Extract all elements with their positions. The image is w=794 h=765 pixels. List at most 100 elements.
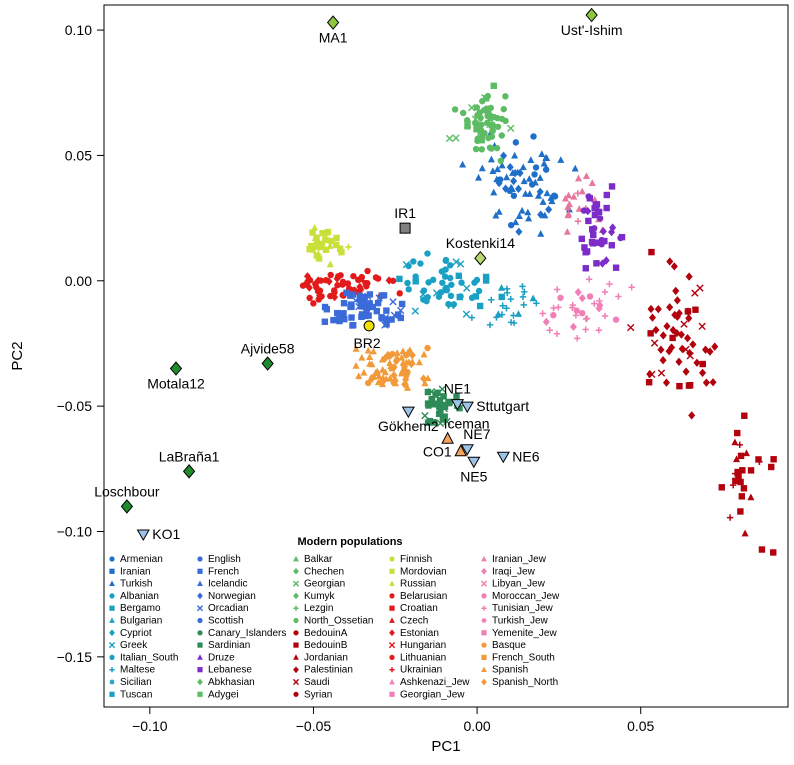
modern-point-1-30 [464, 123, 471, 130]
legend-label-3-8: Lithuanian [400, 652, 446, 663]
modern-point-10-17 [379, 315, 386, 322]
modern-point-4-55 [684, 307, 692, 316]
modern-point-0-62 [495, 208, 503, 215]
legend-label-1-7: Sardinian [208, 640, 250, 651]
modern-point-12-42 [364, 379, 372, 387]
ancient-point-1 [585, 7, 598, 23]
legend-label-3-2: Russian [400, 579, 436, 590]
ancient-label-0: MA1 [319, 30, 348, 46]
ancient-point-3 [474, 250, 487, 266]
modern-point-12-61 [369, 373, 378, 380]
modern-point-4-21 [692, 306, 699, 313]
ancient-label-3: Kostenki14 [446, 235, 515, 251]
modern-point-0-52 [519, 163, 527, 171]
y-tick-label-0: 0.10 [65, 22, 92, 38]
modern-point-0-25 [511, 151, 519, 159]
modern-point-2-11 [564, 203, 572, 211]
modern-point-4-20 [675, 357, 683, 366]
modern-point-13-10 [456, 404, 463, 412]
modern-point-1-50 [476, 109, 483, 116]
ancient-point-12 [460, 401, 474, 414]
modern-point-6-11 [550, 304, 557, 312]
legend-marker-3-7 [388, 642, 396, 649]
legend-label-3-11: Georgian_Jew [400, 689, 465, 700]
modern-point-5-18 [731, 470, 739, 477]
modern-point-6-21 [596, 301, 604, 310]
modern-point-3-20 [603, 191, 610, 199]
modern-point-1-42 [490, 82, 497, 90]
modern-point-7-47 [473, 276, 481, 284]
modern-point-11-16 [338, 248, 345, 256]
modern-point-4-59 [659, 356, 667, 365]
modern-point-12-37 [381, 368, 389, 376]
modern-point-3-4 [581, 244, 588, 251]
modern-point-7-50 [443, 284, 450, 291]
modern-point-5-27 [741, 529, 749, 537]
legend-label-2-0: Balkar [304, 554, 333, 565]
modern-point-10-47 [321, 318, 329, 325]
modern-point-10-46 [380, 292, 388, 299]
modern-point-2-10 [588, 179, 596, 186]
modern-point-12-57 [390, 371, 398, 380]
legend-label-4-3: Moroccan_Jew [492, 591, 560, 602]
modern-point-4-19 [711, 342, 719, 351]
y-tick-label-3: −0.05 [57, 398, 93, 414]
modern-point-4-49 [678, 344, 686, 354]
modern-point-5-14 [758, 546, 766, 553]
legend-marker-4-1 [481, 567, 487, 575]
modern-point-4-41 [666, 257, 674, 266]
modern-point-9-32 [372, 274, 380, 281]
x-tick-label-0: −0.10 [132, 718, 168, 734]
modern-point-12-63 [403, 370, 411, 379]
modern-point-6-20 [572, 312, 580, 319]
modern-point-11-7 [332, 241, 340, 249]
modern-point-10-8 [341, 315, 348, 323]
legend-marker-0-8 [109, 654, 115, 661]
modern-point-12-35 [399, 347, 407, 355]
modern-point-0-6 [510, 192, 518, 199]
modern-point-10-50 [374, 299, 382, 307]
ancient-label-15: NE7 [463, 426, 490, 442]
modern-point-3-21 [591, 225, 598, 232]
modern-point-5-23 [737, 452, 745, 460]
legend-marker-1-11 [197, 691, 203, 697]
modern-point-8-14 [510, 319, 518, 327]
modern-point-3-28 [595, 208, 603, 216]
modern-point-4-2 [665, 347, 673, 356]
modern-point-12-41 [406, 346, 414, 353]
modern-point-13-30 [425, 402, 432, 409]
modern-point-5-22 [738, 493, 746, 500]
modern-point-4-56 [682, 367, 690, 376]
modern-point-7-21 [419, 290, 427, 299]
modern-point-6-3 [542, 317, 550, 327]
modern-point-3-12 [602, 256, 610, 265]
modern-point-1-27 [452, 134, 460, 142]
modern-point-1-16 [502, 93, 509, 100]
legend-label-0-6: Cypriot [120, 628, 152, 639]
modern-point-7-12 [476, 302, 484, 310]
modern-point-3-39 [598, 236, 605, 244]
legend-label-0-1: Iranian [120, 566, 151, 577]
modern-point-10-32 [330, 316, 337, 324]
modern-point-9-40 [364, 267, 371, 275]
modern-point-1-41 [481, 129, 488, 137]
modern-point-0-40 [571, 164, 579, 172]
modern-point-4-36 [680, 320, 688, 328]
legend-marker-2-3 [293, 592, 299, 600]
legend-marker-1-10 [197, 678, 203, 686]
legend-label-0-3: Albanian [120, 591, 159, 602]
x-tick-label-1: −0.05 [296, 718, 332, 734]
legend-marker-1-6 [197, 630, 203, 636]
modern-point-5-20 [741, 412, 748, 419]
modern-point-10-21 [343, 289, 350, 297]
modern-point-0-48 [507, 221, 515, 229]
modern-point-0-41 [531, 178, 539, 186]
modern-point-7-43 [420, 296, 427, 303]
ancient-label-11: NE1 [444, 381, 471, 397]
modern-point-11-20 [322, 236, 329, 244]
modern-point-9-38 [310, 300, 317, 307]
legend-label-0-7: Greek [120, 640, 148, 651]
modern-point-4-53 [673, 296, 681, 305]
modern-point-4-47 [709, 378, 717, 387]
